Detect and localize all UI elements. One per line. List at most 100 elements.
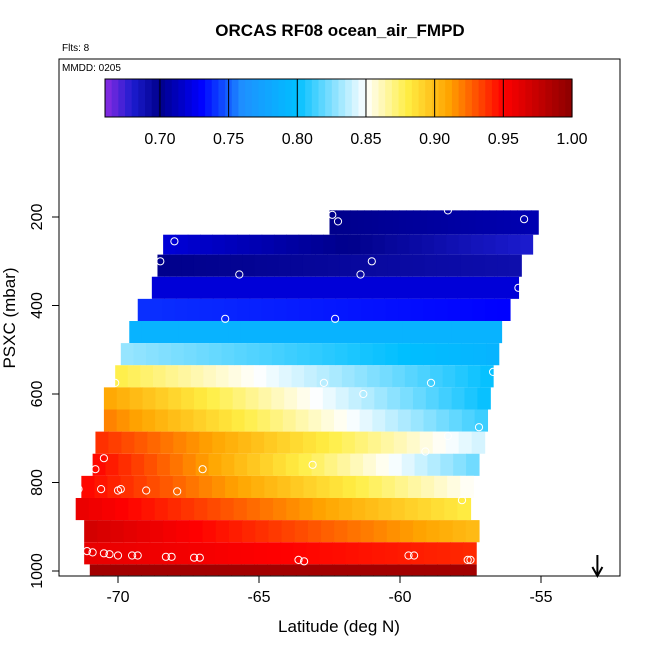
colorbar-segment bbox=[465, 79, 473, 117]
heat-cell bbox=[347, 343, 361, 366]
heat-cell bbox=[435, 343, 449, 366]
colorbar-tick-label: 1.00 bbox=[556, 131, 587, 148]
flight-sample-marker bbox=[514, 283, 523, 292]
heat-cell bbox=[298, 234, 312, 255]
heat-cell bbox=[271, 343, 286, 366]
heat-cell bbox=[134, 431, 148, 454]
heat-cell bbox=[264, 431, 278, 454]
colorbar-segment bbox=[211, 79, 220, 117]
colorbar-segment bbox=[198, 79, 206, 117]
heat-cell bbox=[372, 234, 386, 255]
heat-cell bbox=[503, 210, 511, 235]
heat-cell bbox=[460, 475, 474, 498]
heat-cell bbox=[336, 298, 350, 321]
heat-cell bbox=[373, 564, 387, 576]
flight-sample-marker bbox=[167, 552, 176, 561]
colorbar-segment bbox=[545, 79, 553, 117]
heat-cell bbox=[151, 276, 165, 299]
heat-cell bbox=[494, 276, 507, 299]
heat-cell bbox=[178, 320, 192, 344]
heat-cell bbox=[355, 475, 370, 498]
colorbar-segment bbox=[558, 79, 566, 117]
heat-cell bbox=[255, 520, 269, 543]
heat-cell bbox=[423, 343, 437, 366]
heat-cell bbox=[286, 276, 300, 299]
heat-cell bbox=[434, 475, 448, 498]
heat-cell bbox=[194, 387, 208, 410]
heat-cell bbox=[450, 542, 464, 565]
flight-sample-marker bbox=[319, 378, 328, 387]
heat-cell bbox=[385, 409, 399, 432]
colorbar-tick-label: 0.85 bbox=[350, 131, 381, 148]
heat-cell bbox=[335, 234, 349, 255]
heat-cell bbox=[200, 276, 214, 299]
heat-cell bbox=[268, 520, 283, 543]
heat-cell bbox=[141, 497, 156, 521]
heat-cell bbox=[266, 254, 280, 277]
colorbar-segment bbox=[431, 79, 440, 117]
colorbar-segment bbox=[411, 79, 420, 117]
heat-cell bbox=[385, 343, 399, 366]
heat-cell bbox=[358, 542, 373, 565]
flight-sample-marker bbox=[463, 555, 472, 565]
heat-cell bbox=[400, 520, 414, 543]
heat-cell bbox=[458, 431, 473, 454]
colorbar-segment bbox=[331, 79, 340, 117]
heat-cell bbox=[208, 453, 222, 476]
flight-sample-marker bbox=[457, 496, 467, 505]
heat-cell bbox=[372, 409, 386, 432]
heat-cell bbox=[290, 320, 304, 344]
heat-cell bbox=[389, 320, 403, 344]
heat-cell bbox=[193, 254, 207, 277]
heat-cell bbox=[386, 520, 401, 543]
flight-sample-marker bbox=[443, 206, 452, 215]
heat-cell bbox=[245, 387, 260, 410]
heat-cell bbox=[190, 365, 204, 388]
colorbar-segment bbox=[478, 79, 486, 117]
heat-cell bbox=[413, 520, 427, 543]
heat-cell bbox=[461, 210, 470, 235]
heat-cell bbox=[231, 564, 245, 576]
heat-cell bbox=[249, 234, 263, 255]
heat-cell bbox=[293, 542, 307, 565]
heat-cell bbox=[174, 298, 188, 321]
heat-cell bbox=[350, 210, 358, 235]
flight-sample-marker bbox=[175, 219, 185, 228]
colorbar-segment bbox=[485, 79, 493, 117]
colorbar: 0.70 0.75 0.80 0.85 0.90 0.95 1.00 bbox=[104, 78, 588, 148]
heat-cell bbox=[437, 564, 451, 576]
heat-cell bbox=[121, 431, 135, 454]
flight-sample-marker bbox=[99, 549, 109, 558]
heat-cell bbox=[212, 276, 226, 299]
heat-cell bbox=[375, 453, 390, 476]
heat-cell bbox=[360, 564, 374, 576]
heat-cell bbox=[273, 234, 287, 255]
heat-cell bbox=[468, 210, 477, 235]
heat-cell bbox=[115, 497, 129, 521]
heat-cell bbox=[447, 298, 461, 321]
heat-cell bbox=[417, 497, 432, 521]
flight-sample-marker bbox=[161, 552, 170, 561]
flight-sample-marker bbox=[91, 465, 100, 474]
flight-sample-marker bbox=[333, 217, 343, 226]
heat-cell bbox=[277, 431, 291, 454]
heat-cell bbox=[336, 210, 345, 235]
flight-sample-marker bbox=[221, 314, 230, 323]
colorbar-segment bbox=[438, 79, 446, 117]
flight-sample-marker bbox=[88, 548, 97, 557]
heat-cell bbox=[347, 276, 361, 299]
heat-cell bbox=[103, 409, 118, 432]
heat-cell bbox=[225, 431, 239, 454]
heat-cell bbox=[128, 497, 143, 521]
heat-cell bbox=[398, 298, 412, 321]
heat-cell bbox=[409, 234, 423, 255]
colorbar-segment bbox=[551, 79, 560, 117]
colorbar-segment bbox=[425, 79, 433, 117]
heat-cell bbox=[431, 497, 445, 521]
heat-cell bbox=[436, 542, 451, 565]
heat-cell bbox=[201, 542, 216, 565]
colorbar-segment bbox=[158, 79, 166, 117]
heat-cell bbox=[321, 409, 335, 432]
heat-cell bbox=[97, 542, 111, 565]
heat-cell bbox=[297, 343, 311, 366]
